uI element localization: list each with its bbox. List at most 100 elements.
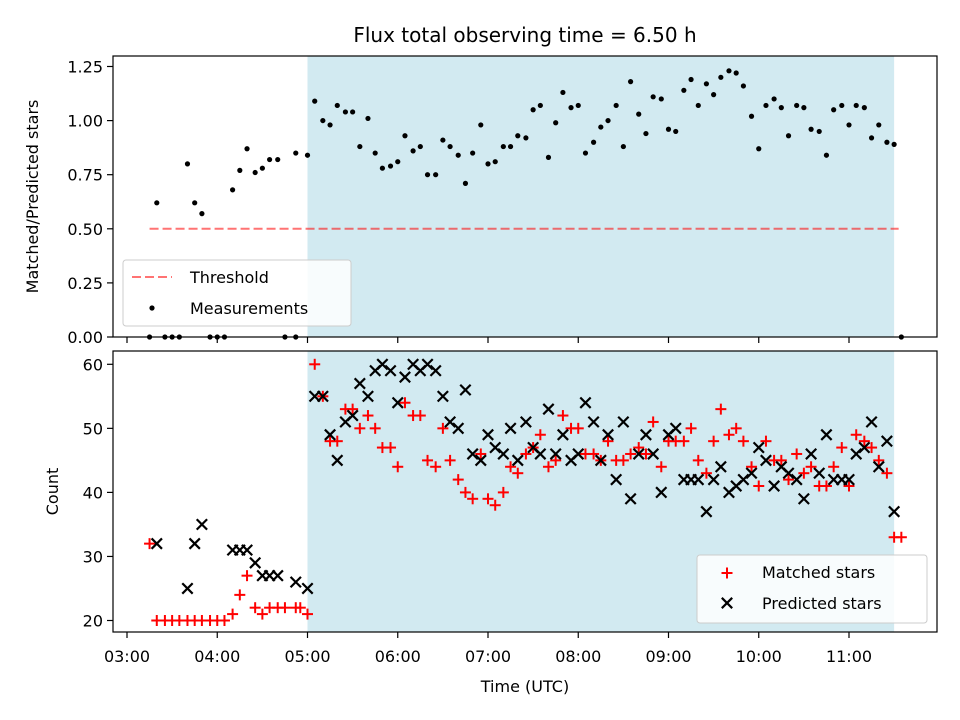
measurement-point [627,79,634,85]
predicted-star-point [398,371,411,384]
measurement-point [199,211,205,217]
matched-star-point [625,448,637,460]
matched-star-point [256,608,268,620]
count-x-tick-label: 03:00 [104,647,150,666]
count-legend: Matched stars Predicted stars [696,554,928,624]
measurements-series [146,68,904,340]
measurement-point [523,135,529,141]
legend-measurements-label: Measurements [190,299,308,318]
measurement-point [560,89,566,96]
matched-star-point [685,422,697,434]
x-axis-label: Time (UTC) [480,677,569,696]
predicted-star-point [482,428,494,441]
ratio-y-tick-label: 0.25 [67,274,103,293]
measurement-point [530,107,536,113]
measurement-point [470,150,476,156]
ratio-panel: 0.00 0.25 0.50 0.75 1.00 1.25 Matched/Predict… [23,55,938,347]
ratio-axes: 0.00 0.25 0.50 0.75 1.00 1.25 [67,57,850,347]
measurement-point [846,122,852,128]
measurement-point [334,102,340,109]
predicted-star-point [579,396,592,409]
predicted-star-point [880,435,893,448]
matched-star-point [843,480,855,492]
measurement-point [379,165,386,171]
ratio-y-tick-label: 1.25 [67,57,103,76]
predicted-star-point [602,428,615,441]
measurement-point [665,126,672,132]
legend-predicted-label: Predicted stars [762,594,882,613]
measurement-point [229,187,236,193]
measurement-point [357,143,363,150]
matched-star-point [550,454,562,466]
measurement-point [462,180,469,186]
matched-star-point [633,442,645,454]
matched-star-point [475,448,487,460]
predicted-star-point [474,454,487,467]
measurement-point [695,102,701,109]
measurement-point [876,122,882,128]
matched-star-point [858,435,870,447]
measurement-point [192,200,198,206]
measurement-point [884,139,890,145]
measurement-point [688,76,694,83]
measurement-point [658,96,664,102]
predicted-star-point [768,480,781,492]
measurement-point [785,133,792,139]
predicted-star-point [737,473,750,486]
matched-star-point [850,429,862,441]
predicted-star-point [850,447,863,460]
legend-matched-label: Matched stars [762,563,875,582]
measurement-point [794,102,800,109]
count-x-tick-label: 10:00 [736,647,782,666]
measurement-point [387,163,394,169]
count-x-tick-label: 05:00 [284,647,330,666]
figure-title: Flux total observing time = 6.50 h [353,23,696,47]
measurement-point [507,143,514,150]
matched-star-point [489,499,501,511]
predicted-star-point [444,415,457,428]
matched-star-point [430,461,442,473]
count-legend-box [696,554,928,624]
predicted-star-point [759,454,772,467]
predicted-star-point [872,460,885,473]
measurement-point [410,148,416,154]
measurement-point [455,152,461,158]
measurement-point [740,83,747,89]
matched-star-point [241,570,253,582]
matched-star-point [572,422,584,434]
measurement-point [553,120,559,126]
measurement-point [613,102,619,109]
matched-star-point [347,403,359,415]
measurement-point [582,150,589,156]
predicted-star-point [669,422,682,435]
matched-star-point [385,442,397,454]
measurement-point [447,143,453,150]
matched-star-point [866,442,878,454]
count-axes: 20 30 40 50 60 03:00 04:00 05:00 06:00 07:00 08:00… [83,355,872,666]
matched-star-point [655,461,667,473]
measurement-point [327,122,333,128]
predicted-star-point [504,422,517,435]
measurement-point [605,117,611,124]
measurement-point [831,107,837,113]
matched-star-point [775,454,787,466]
predicted-star-point [572,447,585,460]
measurement-point [244,146,250,152]
predicted-star-point [452,422,465,435]
matched-star-point [437,422,449,434]
predicted-star-point [331,454,344,467]
legend-threshold-label: Threshold [189,268,269,287]
matched-star-point [392,461,404,473]
measurement-point [778,105,784,111]
matched-star-point [279,602,291,614]
predicted-star-point [797,492,810,505]
predicted-star-point [181,582,194,595]
matched-star-point [414,410,426,422]
measurement-point [417,143,423,150]
count-x-tick-label: 06:00 [375,647,421,666]
predicted-star-point [150,537,163,550]
predicted-star-point [858,441,871,454]
matched-star-point [467,493,479,505]
predicted-star-point [714,460,727,473]
count-y-tick-label: 30 [83,547,103,566]
